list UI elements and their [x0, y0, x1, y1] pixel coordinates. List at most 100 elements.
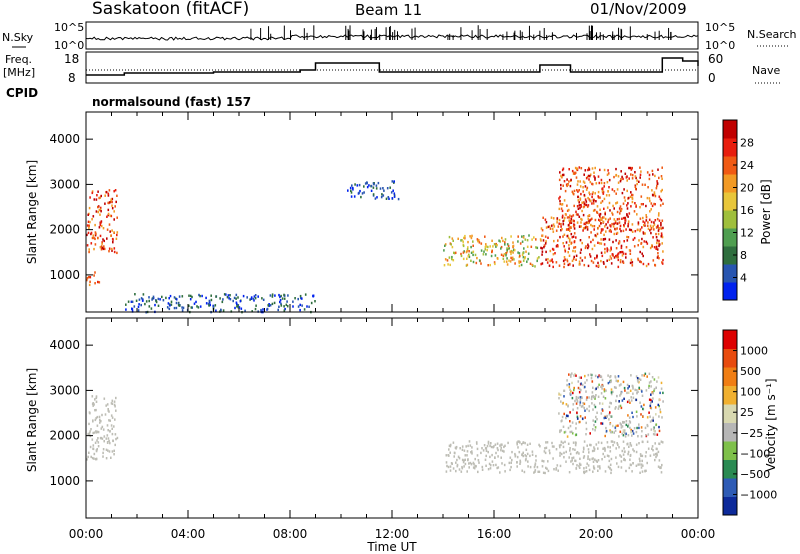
data-point — [654, 406, 657, 409]
data-point — [624, 172, 627, 175]
data-point — [563, 180, 566, 183]
data-point — [646, 375, 648, 378]
data-point — [562, 173, 565, 177]
data-point — [100, 224, 103, 228]
data-point — [623, 188, 625, 191]
data-point — [385, 197, 388, 200]
data-point — [622, 421, 624, 424]
colorbar-tick-label: 24 — [740, 159, 754, 172]
data-point — [589, 174, 591, 178]
data-point — [654, 194, 657, 198]
data-point — [562, 235, 564, 238]
data-point — [626, 204, 628, 207]
data-point — [222, 298, 224, 301]
power-colorbar-label: Power [dB] — [759, 179, 773, 244]
data-point — [506, 257, 508, 260]
data-point — [116, 194, 118, 197]
data-point — [502, 257, 505, 260]
data-point — [89, 412, 91, 415]
data-point — [594, 458, 596, 461]
data-point — [452, 259, 455, 262]
colorbar-segment — [723, 246, 737, 265]
data-point — [616, 256, 618, 259]
data-point — [587, 243, 589, 246]
data-point — [590, 373, 593, 377]
data-point — [504, 241, 506, 244]
data-point — [626, 235, 628, 239]
data-point — [637, 257, 639, 260]
data-point — [481, 468, 484, 471]
data-point — [609, 249, 612, 252]
data-point — [644, 455, 647, 458]
data-point — [563, 216, 566, 220]
data-point — [639, 250, 641, 254]
data-point — [622, 177, 624, 181]
data-point — [182, 306, 185, 309]
data-point — [594, 178, 596, 181]
data-point — [648, 398, 651, 401]
data-point — [467, 240, 469, 244]
data-point — [568, 254, 571, 257]
data-point — [474, 253, 477, 257]
data-point — [301, 297, 303, 300]
data-point — [114, 418, 116, 421]
data-point — [100, 245, 103, 248]
data-point — [88, 433, 91, 436]
x-tick-label: 00:00 — [681, 527, 716, 541]
data-point — [572, 391, 574, 395]
data-point — [448, 235, 451, 239]
data-point — [135, 299, 138, 302]
data-point — [602, 216, 604, 219]
data-point — [262, 308, 264, 311]
data-point — [627, 391, 630, 394]
data-point — [253, 299, 255, 302]
data-point — [574, 171, 577, 174]
data-point — [638, 239, 640, 242]
data-point — [620, 392, 622, 396]
data-point — [463, 465, 465, 468]
data-point — [610, 257, 613, 260]
data-point — [596, 210, 598, 214]
data-point — [640, 454, 642, 457]
data-point — [462, 257, 465, 261]
data-point — [92, 404, 94, 407]
data-point — [485, 464, 487, 467]
data-point — [632, 432, 635, 435]
data-point — [642, 203, 644, 206]
data-point — [464, 462, 467, 466]
data-point — [95, 395, 98, 398]
data-point — [447, 465, 450, 469]
data-point — [519, 254, 521, 258]
data-point — [559, 430, 561, 434]
data-point — [610, 471, 612, 475]
data-point — [279, 295, 281, 299]
data-point — [587, 246, 589, 250]
data-point — [561, 209, 564, 213]
data-point — [281, 297, 284, 300]
data-point — [545, 446, 548, 449]
data-point — [622, 202, 625, 205]
data-point — [610, 380, 612, 384]
data-point — [188, 304, 190, 307]
data-point — [629, 443, 632, 446]
data-point — [588, 405, 591, 408]
data-point — [627, 450, 630, 454]
data-point — [285, 303, 288, 306]
data-point — [633, 427, 636, 430]
data-point — [388, 197, 390, 200]
data-point — [99, 223, 102, 227]
data-point — [466, 249, 468, 253]
data-point — [650, 393, 652, 396]
data-point — [349, 186, 352, 190]
data-point — [656, 226, 658, 229]
data-point — [443, 264, 446, 267]
data-point — [583, 440, 586, 443]
data-point — [507, 247, 509, 251]
data-point — [446, 259, 449, 262]
data-point — [631, 196, 634, 200]
data-point — [602, 452, 604, 456]
data-point — [626, 443, 628, 446]
data-point — [642, 407, 644, 411]
data-point — [562, 242, 564, 245]
data-point — [506, 247, 508, 250]
